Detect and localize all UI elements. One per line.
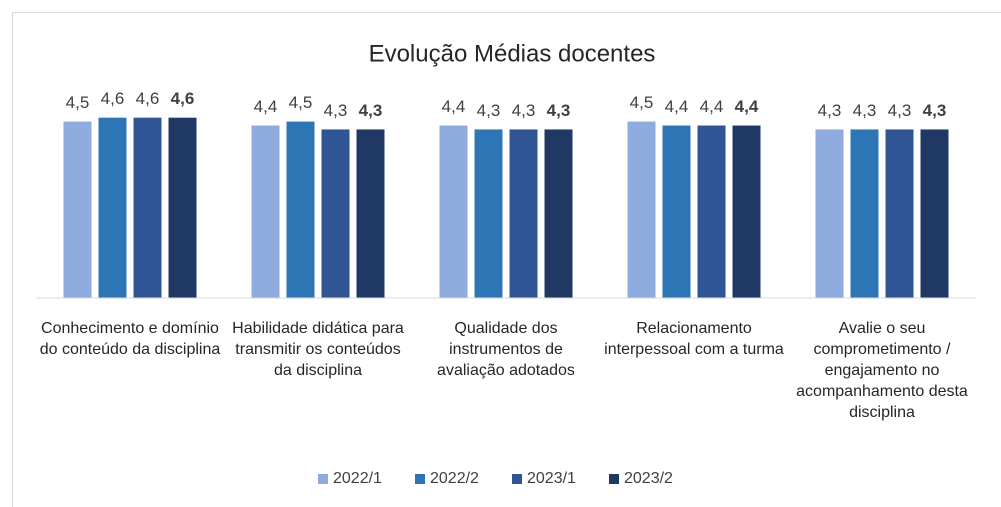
bar bbox=[732, 125, 761, 299]
value-label: 4,4 bbox=[254, 97, 278, 116]
x-tick-label: Conhecimento e domínio do conteúdo da di… bbox=[39, 320, 221, 358]
value-label: 4,3 bbox=[818, 101, 842, 120]
x-tick-label: Qualidade dos instrumentos de avaliação … bbox=[437, 320, 575, 379]
legend-label: 2023/1 bbox=[527, 470, 576, 487]
value-label: 4,4 bbox=[700, 97, 724, 116]
bar bbox=[885, 129, 914, 298]
value-label: 4,4 bbox=[665, 97, 689, 116]
bar bbox=[286, 121, 315, 298]
value-label: 4,5 bbox=[630, 93, 654, 112]
legend-swatch bbox=[415, 474, 425, 484]
bar bbox=[321, 129, 350, 298]
legend-label: 2022/2 bbox=[430, 470, 479, 487]
value-label: 4,6 bbox=[136, 89, 160, 108]
bar bbox=[356, 129, 385, 298]
value-label: 4,3 bbox=[512, 101, 536, 120]
legend-label: 2023/2 bbox=[624, 470, 673, 487]
bar bbox=[63, 121, 92, 298]
value-label: 4,4 bbox=[442, 97, 466, 116]
bar bbox=[474, 129, 503, 298]
bar bbox=[168, 117, 197, 299]
x-tick-label: Habilidade didática para transmitir os c… bbox=[232, 320, 404, 379]
bar bbox=[850, 129, 879, 298]
bar bbox=[920, 129, 949, 298]
bar bbox=[251, 125, 280, 299]
value-label: 4,4 bbox=[735, 97, 759, 116]
value-label: 4,3 bbox=[888, 101, 912, 120]
value-label: 4,3 bbox=[853, 101, 877, 120]
value-label: 4,3 bbox=[923, 101, 947, 120]
value-label: 4,6 bbox=[101, 89, 125, 108]
value-label: 4,3 bbox=[477, 101, 501, 120]
x-tick-label: Avalie o seu comprometimento / engajamen… bbox=[796, 320, 968, 421]
bar bbox=[697, 125, 726, 299]
value-label: 4,6 bbox=[171, 89, 195, 108]
legend-label: 2022/1 bbox=[333, 470, 382, 487]
bar bbox=[627, 121, 656, 298]
legend-swatch bbox=[318, 474, 328, 484]
value-label: 4,3 bbox=[324, 101, 348, 120]
x-tick-label: Relacionamento interpessoal com a turma bbox=[604, 320, 784, 358]
bar bbox=[439, 125, 468, 299]
bar bbox=[662, 125, 691, 299]
legend-swatch bbox=[512, 474, 522, 484]
value-label: 4,3 bbox=[359, 101, 383, 120]
value-label: 4,3 bbox=[547, 101, 571, 120]
bar bbox=[544, 129, 573, 298]
value-label: 4,5 bbox=[289, 93, 313, 112]
bar bbox=[133, 117, 162, 299]
legend-swatch bbox=[609, 474, 619, 484]
chart-frame bbox=[12, 12, 1001, 507]
bar bbox=[509, 129, 538, 298]
bar bbox=[815, 129, 844, 298]
chart-title: Evolução Médias docentes bbox=[369, 40, 656, 67]
value-label: 4,5 bbox=[66, 93, 90, 112]
bar bbox=[98, 117, 127, 299]
